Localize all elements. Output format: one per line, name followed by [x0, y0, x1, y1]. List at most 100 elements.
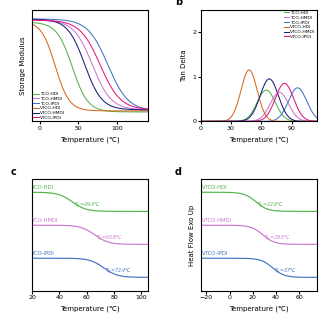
TCO-IPDI [58, 18, 62, 22]
Text: d: d [175, 167, 182, 177]
VTCO-HMDI [48, 19, 52, 22]
TCO-HDI [82, 94, 86, 98]
TCO-IPDI [294, 87, 298, 91]
TCO-IPDI [109, 70, 113, 74]
Text: VTCO-HMDI: VTCO-HMDI [202, 218, 232, 222]
VTCO-IPDI [273, 97, 277, 101]
Y-axis label: Tan Delta: Tan Delta [181, 49, 187, 82]
VTCO-IPDI [150, 108, 154, 111]
X-axis label: Temperature (℃): Temperature (℃) [229, 136, 289, 143]
TCO-IPDI [199, 119, 203, 123]
TCO-HDI [273, 100, 277, 104]
TCO-HMDI [120, 104, 124, 108]
Line: VTCO-HDI: VTCO-HDI [28, 23, 152, 111]
Text: $\mathit{T_g}$=22.6℃: $\mathit{T_g}$=22.6℃ [257, 201, 284, 211]
TCO-IPDI [283, 107, 287, 110]
VTCO-IPDI [48, 19, 52, 23]
VTCO-HMDI [26, 17, 30, 21]
Line: VTCO-IPDI: VTCO-IPDI [201, 83, 320, 121]
TCO-HMDI [256, 118, 260, 122]
VTCO-IPDI [256, 119, 260, 123]
Line: TCO-IPDI: TCO-IPDI [201, 88, 320, 121]
X-axis label: Temperature (℃): Temperature (℃) [229, 306, 289, 312]
Text: $\mathit{T_g}$=72.4℃: $\mathit{T_g}$=72.4℃ [105, 267, 132, 277]
TCO-HDI [221, 119, 225, 123]
VTCO-HMDI [199, 119, 203, 123]
Y-axis label: Storage Modulus: Storage Modulus [20, 36, 27, 95]
VTCO-HDI [199, 119, 203, 123]
VTCO-HMDI [273, 85, 277, 89]
VTCO-HDI [82, 108, 86, 111]
Line: TCO-HDI: TCO-HDI [201, 90, 320, 121]
TCO-IPDI [120, 90, 124, 94]
X-axis label: Temperature (℃): Temperature (℃) [60, 136, 120, 143]
TCO-HMDI [26, 18, 30, 22]
TCO-IPDI [99, 48, 103, 52]
Line: TCO-IPDI: TCO-IPDI [28, 19, 152, 110]
VTCO-HDI [26, 21, 30, 25]
VTCO-IPDI [109, 85, 113, 89]
Text: TCO-IPDI: TCO-IPDI [32, 251, 55, 256]
VTCO-HDI [99, 109, 103, 113]
X-axis label: Temperature (℃): Temperature (℃) [60, 306, 120, 312]
Text: VTCO-HDI: VTCO-HDI [202, 185, 227, 189]
TCO-IPDI [82, 25, 86, 29]
VTCO-HDI [109, 109, 113, 113]
VTCO-HDI [231, 112, 235, 116]
VTCO-HDI [120, 109, 124, 113]
TCO-HMDI [221, 119, 225, 123]
Text: $\mathit{T_g}$=28.5℃: $\mathit{T_g}$=28.5℃ [264, 234, 291, 244]
VTCO-IPDI [26, 18, 30, 22]
TCO-HDI [58, 36, 62, 39]
Y-axis label: Heat Flow Exo Up: Heat Flow Exo Up [189, 205, 195, 266]
TCO-HDI [294, 119, 298, 123]
TCO-HMDI [82, 44, 86, 48]
TCO-IPDI [48, 17, 52, 21]
VTCO-HDI [273, 119, 277, 123]
TCO-HDI [109, 109, 113, 113]
TCO-IPDI [296, 86, 300, 90]
Line: VTCO-HMDI: VTCO-HMDI [201, 79, 320, 121]
VTCO-HDI [150, 109, 154, 113]
TCO-HDI [99, 108, 103, 112]
Legend: TCO-HDI, TCO-HMDI, TCO-IPDI, VTCO-HDI, VTCO-HMDI, VTCO-IPDI: TCO-HDI, TCO-HMDI, TCO-IPDI, VTCO-HDI, V… [33, 92, 65, 120]
TCO-HMDI [283, 96, 287, 100]
TCO-HDI [120, 110, 124, 114]
Text: TCO-HMDI: TCO-HMDI [32, 218, 59, 222]
Text: VTCO-IPDI: VTCO-IPDI [202, 251, 228, 256]
VTCO-HMDI [256, 100, 260, 104]
Text: $\mathit{T_g}$=37℃: $\mathit{T_g}$=37℃ [274, 267, 296, 277]
TCO-HMDI [109, 97, 113, 101]
VTCO-HDI [283, 119, 287, 123]
TCO-HMDI [48, 19, 52, 23]
VTCO-HDI [48, 48, 52, 52]
TCO-HMDI [199, 119, 203, 123]
TCO-IPDI [221, 119, 225, 123]
TCO-IPDI [256, 119, 260, 123]
VTCO-HMDI [120, 107, 124, 111]
VTCO-HMDI [109, 104, 113, 108]
TCO-HDI [256, 99, 260, 103]
VTCO-HDI [294, 119, 298, 123]
TCO-HMDI [277, 90, 281, 94]
TCO-HDI [48, 25, 52, 29]
Text: c: c [11, 167, 17, 177]
VTCO-HMDI [221, 119, 225, 123]
VTCO-IPDI [294, 102, 298, 106]
VTCO-IPDI [231, 119, 235, 123]
VTCO-HDI [58, 79, 62, 83]
VTCO-IPDI [283, 82, 287, 85]
TCO-HMDI [273, 93, 277, 97]
Line: TCO-HMDI: TCO-HMDI [201, 92, 320, 121]
VTCO-HDI [221, 119, 225, 123]
VTCO-IPDI [58, 20, 62, 24]
Line: VTCO-HMDI: VTCO-HMDI [28, 19, 152, 110]
VTCO-HMDI [294, 119, 298, 123]
Line: TCO-HDI: TCO-HDI [28, 22, 152, 112]
Text: TCO-HDI: TCO-HDI [32, 185, 54, 189]
Text: $\mathit{T_g}$=49.4℃: $\mathit{T_g}$=49.4℃ [74, 201, 100, 211]
Line: VTCO-HDI: VTCO-HDI [201, 70, 320, 121]
VTCO-HMDI [58, 22, 62, 26]
VTCO-IPDI [199, 119, 203, 123]
Text: b: b [175, 0, 182, 7]
